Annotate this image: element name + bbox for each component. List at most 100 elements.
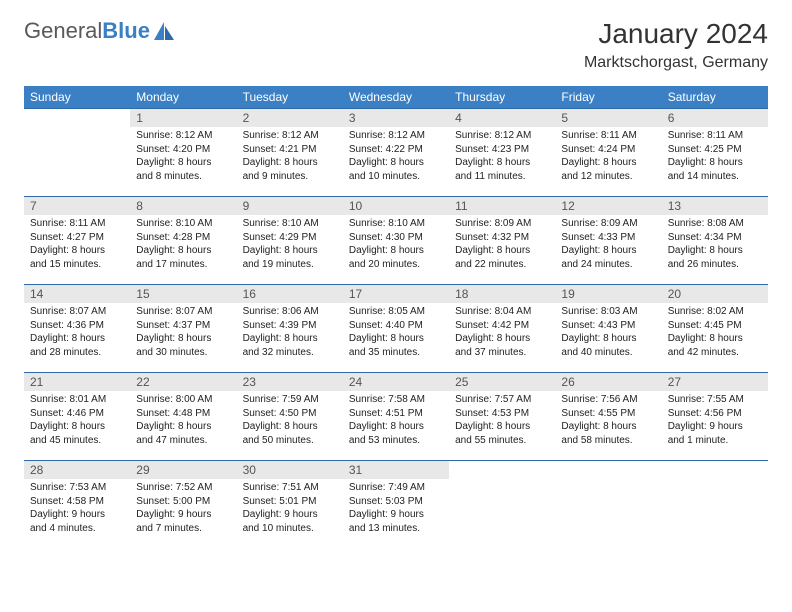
week-row: 14Sunrise: 8:07 AMSunset: 4:36 PMDayligh… xyxy=(24,285,768,373)
day-details: Sunrise: 7:56 AMSunset: 4:55 PMDaylight:… xyxy=(555,391,661,451)
day-number: 5 xyxy=(555,109,661,127)
day-details: Sunrise: 8:10 AMSunset: 4:30 PMDaylight:… xyxy=(343,215,449,275)
sunset-text: Sunset: 4:48 PM xyxy=(136,407,230,421)
day-cell: 14Sunrise: 8:07 AMSunset: 4:36 PMDayligh… xyxy=(24,285,130,373)
dow-sunday: Sunday xyxy=(24,86,130,109)
day-cell xyxy=(24,109,130,197)
sunset-text: Sunset: 4:24 PM xyxy=(561,143,655,157)
sunset-text: Sunset: 4:23 PM xyxy=(455,143,549,157)
dow-wednesday: Wednesday xyxy=(343,86,449,109)
day-details: Sunrise: 8:01 AMSunset: 4:46 PMDaylight:… xyxy=(24,391,130,451)
daylight-text: Daylight: 8 hours and 55 minutes. xyxy=(455,420,549,447)
day-details: Sunrise: 8:07 AMSunset: 4:37 PMDaylight:… xyxy=(130,303,236,363)
day-cell: 11Sunrise: 8:09 AMSunset: 4:32 PMDayligh… xyxy=(449,197,555,285)
daylight-text: Daylight: 9 hours and 1 minute. xyxy=(668,420,762,447)
sunset-text: Sunset: 4:25 PM xyxy=(668,143,762,157)
day-details: Sunrise: 8:00 AMSunset: 4:48 PMDaylight:… xyxy=(130,391,236,451)
day-number: 2 xyxy=(237,109,343,127)
day-cell: 20Sunrise: 8:02 AMSunset: 4:45 PMDayligh… xyxy=(662,285,768,373)
day-cell: 2Sunrise: 8:12 AMSunset: 4:21 PMDaylight… xyxy=(237,109,343,197)
day-number: 24 xyxy=(343,373,449,391)
sunset-text: Sunset: 5:03 PM xyxy=(349,495,443,509)
sunrise-text: Sunrise: 8:10 AM xyxy=(136,217,230,231)
sunrise-text: Sunrise: 8:02 AM xyxy=(668,305,762,319)
month-title: January 2024 xyxy=(584,18,768,50)
daylight-text: Daylight: 8 hours and 28 minutes. xyxy=(30,332,124,359)
logo-text: GeneralBlue xyxy=(24,18,150,44)
sunset-text: Sunset: 5:01 PM xyxy=(243,495,337,509)
daylight-text: Daylight: 8 hours and 40 minutes. xyxy=(561,332,655,359)
day-number: 21 xyxy=(24,373,130,391)
daylight-text: Daylight: 8 hours and 26 minutes. xyxy=(668,244,762,271)
sunrise-text: Sunrise: 7:52 AM xyxy=(136,481,230,495)
sunset-text: Sunset: 4:34 PM xyxy=(668,231,762,245)
title-block: January 2024 Marktschorgast, Germany xyxy=(584,18,768,72)
day-number xyxy=(449,461,555,465)
day-details: Sunrise: 8:04 AMSunset: 4:42 PMDaylight:… xyxy=(449,303,555,363)
day-number: 11 xyxy=(449,197,555,215)
dow-thursday: Thursday xyxy=(449,86,555,109)
daylight-text: Daylight: 8 hours and 22 minutes. xyxy=(455,244,549,271)
day-number: 18 xyxy=(449,285,555,303)
week-row: 7Sunrise: 8:11 AMSunset: 4:27 PMDaylight… xyxy=(24,197,768,285)
day-number: 29 xyxy=(130,461,236,479)
sunset-text: Sunset: 4:43 PM xyxy=(561,319,655,333)
day-number: 22 xyxy=(130,373,236,391)
sunrise-text: Sunrise: 8:10 AM xyxy=(243,217,337,231)
sunset-text: Sunset: 4:53 PM xyxy=(455,407,549,421)
logo-word1: General xyxy=(24,18,102,43)
sunset-text: Sunset: 4:22 PM xyxy=(349,143,443,157)
day-number: 27 xyxy=(662,373,768,391)
day-number: 1 xyxy=(130,109,236,127)
day-cell: 18Sunrise: 8:04 AMSunset: 4:42 PMDayligh… xyxy=(449,285,555,373)
daylight-text: Daylight: 8 hours and 14 minutes. xyxy=(668,156,762,183)
sunrise-text: Sunrise: 8:11 AM xyxy=(668,129,762,143)
sunrise-text: Sunrise: 7:53 AM xyxy=(30,481,124,495)
day-number: 6 xyxy=(662,109,768,127)
sunset-text: Sunset: 4:33 PM xyxy=(561,231,655,245)
daylight-text: Daylight: 8 hours and 17 minutes. xyxy=(136,244,230,271)
sunrise-text: Sunrise: 7:58 AM xyxy=(349,393,443,407)
sunset-text: Sunset: 4:46 PM xyxy=(30,407,124,421)
sunset-text: Sunset: 4:42 PM xyxy=(455,319,549,333)
day-cell: 8Sunrise: 8:10 AMSunset: 4:28 PMDaylight… xyxy=(130,197,236,285)
day-details: Sunrise: 7:53 AMSunset: 4:58 PMDaylight:… xyxy=(24,479,130,539)
day-details: Sunrise: 8:05 AMSunset: 4:40 PMDaylight:… xyxy=(343,303,449,363)
sunrise-text: Sunrise: 8:09 AM xyxy=(455,217,549,231)
sunset-text: Sunset: 4:37 PM xyxy=(136,319,230,333)
day-cell: 7Sunrise: 8:11 AMSunset: 4:27 PMDaylight… xyxy=(24,197,130,285)
day-number: 23 xyxy=(237,373,343,391)
day-cell: 23Sunrise: 7:59 AMSunset: 4:50 PMDayligh… xyxy=(237,373,343,461)
day-number: 13 xyxy=(662,197,768,215)
day-cell: 25Sunrise: 7:57 AMSunset: 4:53 PMDayligh… xyxy=(449,373,555,461)
sunrise-text: Sunrise: 8:11 AM xyxy=(30,217,124,231)
daylight-text: Daylight: 8 hours and 11 minutes. xyxy=(455,156,549,183)
daylight-text: Daylight: 8 hours and 10 minutes. xyxy=(349,156,443,183)
sunset-text: Sunset: 4:39 PM xyxy=(243,319,337,333)
day-details: Sunrise: 7:58 AMSunset: 4:51 PMDaylight:… xyxy=(343,391,449,451)
day-number: 14 xyxy=(24,285,130,303)
day-cell: 22Sunrise: 8:00 AMSunset: 4:48 PMDayligh… xyxy=(130,373,236,461)
daylight-text: Daylight: 8 hours and 32 minutes. xyxy=(243,332,337,359)
day-details: Sunrise: 8:09 AMSunset: 4:32 PMDaylight:… xyxy=(449,215,555,275)
day-cell: 24Sunrise: 7:58 AMSunset: 4:51 PMDayligh… xyxy=(343,373,449,461)
day-number: 12 xyxy=(555,197,661,215)
day-number: 7 xyxy=(24,197,130,215)
sunrise-text: Sunrise: 8:09 AM xyxy=(561,217,655,231)
day-details: Sunrise: 7:51 AMSunset: 5:01 PMDaylight:… xyxy=(237,479,343,539)
daylight-text: Daylight: 8 hours and 53 minutes. xyxy=(349,420,443,447)
sunset-text: Sunset: 4:28 PM xyxy=(136,231,230,245)
dow-friday: Friday xyxy=(555,86,661,109)
daylight-text: Daylight: 8 hours and 19 minutes. xyxy=(243,244,337,271)
daylight-text: Daylight: 8 hours and 47 minutes. xyxy=(136,420,230,447)
daylight-text: Daylight: 9 hours and 13 minutes. xyxy=(349,508,443,535)
sunrise-text: Sunrise: 7:51 AM xyxy=(243,481,337,495)
sunset-text: Sunset: 4:51 PM xyxy=(349,407,443,421)
logo-word2: Blue xyxy=(102,18,150,43)
day-cell xyxy=(555,461,661,549)
day-details: Sunrise: 7:57 AMSunset: 4:53 PMDaylight:… xyxy=(449,391,555,451)
day-details: Sunrise: 8:11 AMSunset: 4:27 PMDaylight:… xyxy=(24,215,130,275)
daylight-text: Daylight: 8 hours and 24 minutes. xyxy=(561,244,655,271)
daylight-text: Daylight: 9 hours and 10 minutes. xyxy=(243,508,337,535)
sunrise-text: Sunrise: 8:12 AM xyxy=(243,129,337,143)
